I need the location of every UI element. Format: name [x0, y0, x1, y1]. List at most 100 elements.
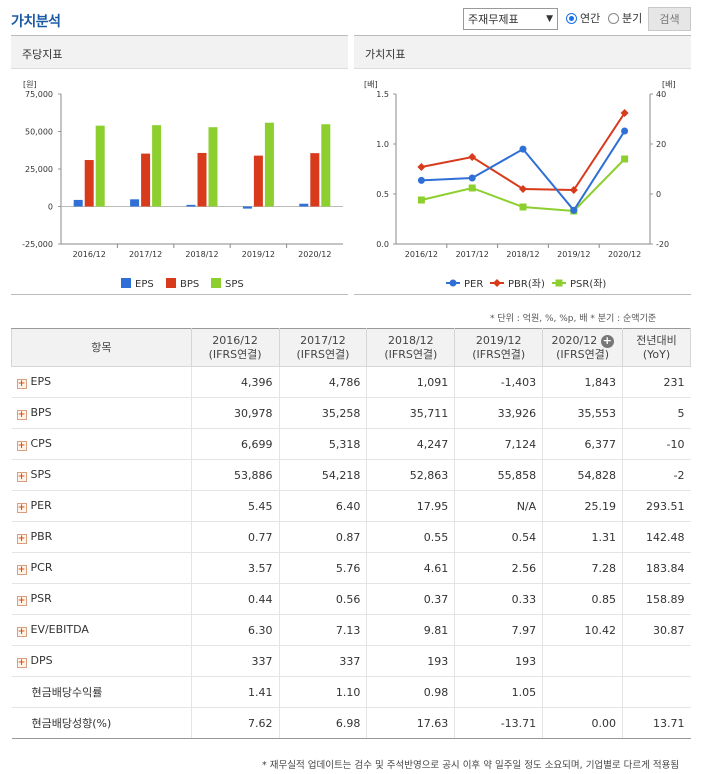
row-label[interactable]: + DPS	[11, 645, 192, 677]
table-cell: 7,124	[454, 428, 543, 460]
bar-bps	[84, 160, 94, 207]
table-cell: 17.95	[366, 490, 455, 522]
expand-plus-icon[interactable]: +	[16, 410, 27, 420]
header-period: 2020/12 + (IFRS연결)	[542, 328, 624, 367]
left-tick-label: 1.5	[376, 90, 389, 99]
expand-plus-icon[interactable]: +	[16, 596, 27, 606]
row-label[interactable]: + PER	[11, 490, 192, 522]
right-tick-label: 20	[656, 140, 666, 149]
bar-bps	[141, 153, 151, 207]
row-label[interactable]: + PSR	[11, 583, 192, 615]
table-cell: 53,886	[190, 459, 280, 491]
radio-annual[interactable]: 연간	[566, 10, 600, 26]
expand-plus-icon[interactable]: +	[16, 658, 27, 668]
row-label[interactable]: + EPS	[11, 366, 192, 398]
right-tick-label: 40	[656, 90, 666, 99]
bar-sps	[264, 122, 274, 207]
statement-type-value: 주재무제표	[468, 13, 519, 26]
row-label[interactable]: + CPS	[11, 428, 192, 460]
bar-eps	[186, 204, 196, 207]
left-tick-label: 0.0	[376, 240, 389, 249]
expand-plus-icon[interactable]: +	[16, 441, 27, 451]
yoy-cell: 5	[622, 397, 691, 429]
table-cell: 30,978	[190, 397, 280, 429]
valuation-table: 항목 2016/12 (IFRS연결) 2017/12 (IFRS연결) 2018/…	[11, 328, 691, 739]
table-row: + PSR 0.44 0.56 0.37 0.33 0.85 158.89	[11, 583, 691, 615]
right-tick-label: 0	[656, 190, 661, 199]
y-tick-label: 25,000	[25, 165, 53, 174]
row-label-text: DPS	[30, 654, 53, 667]
yoy-cell: -10	[622, 428, 691, 460]
table-cell: 33,926	[454, 397, 543, 429]
table-cell: -13.71	[454, 707, 543, 739]
chevron-down-icon: ▼	[546, 14, 553, 24]
table-row: + PCR 3.57 5.76 4.61 2.56 7.28 183.84	[11, 552, 691, 584]
table-cell: 2.56	[454, 552, 543, 584]
table-cell: 193	[454, 645, 543, 677]
table-cell: 1.31	[542, 521, 623, 553]
radio-quarter-label: 분기	[622, 12, 643, 25]
per-share-chart: [원]75,000 50,000 25,000 0 -25,000 2016/12 2017…	[22, 80, 343, 290]
valuation-panel-title: 가치지표	[354, 36, 691, 69]
table-cell: 35,711	[366, 397, 455, 429]
legend-label: SPS	[225, 279, 244, 290]
header-yoy: 전년대비 (YoY)	[622, 328, 691, 367]
expand-plus-icon[interactable]: +	[16, 534, 27, 544]
table-cell: 6.40	[278, 490, 367, 522]
row-label-text: EV/EBITDA	[30, 623, 89, 636]
point-pbr	[468, 153, 477, 161]
table-cell: 4,396	[190, 366, 280, 398]
bar-eps	[299, 203, 309, 207]
x-tick-label: 2016/12	[405, 250, 438, 259]
row-label-text: PCR	[30, 561, 53, 574]
table-cell: N/A	[454, 490, 543, 522]
expand-plus-icon[interactable]: +	[16, 472, 27, 482]
row-label-text: 현금배당수익률	[31, 686, 103, 699]
search-button[interactable]: 검색	[648, 7, 691, 31]
per-share-panel: 주당지표 [원] 75,000 50,000 25,000 0 -25,000 2016/1…	[11, 35, 348, 295]
row-label[interactable]: + SPS	[11, 459, 192, 491]
radio-checked-icon	[566, 12, 577, 24]
bar-bps	[310, 153, 320, 207]
table-cell: 7.62	[190, 707, 280, 739]
unit-note: * 단위 : 억원, %, %p, 배 * 분기 : 순액기준	[490, 314, 657, 324]
table-cell: 6.98	[278, 707, 367, 739]
table-cell: 1,091	[366, 366, 455, 398]
expand-plus-icon[interactable]: +	[16, 627, 27, 637]
radio-quarter[interactable]: 분기	[608, 10, 642, 26]
table-row: + EV/EBITDA 6.30 7.13 9.81 7.97 10.42 30.87	[11, 614, 691, 646]
y-tick-label: 75,000	[25, 90, 53, 99]
table-row: + CPS 6,699 5,318 4,247 7,124 6,377 -10	[11, 428, 691, 460]
y-tick-label: 0	[48, 203, 53, 212]
expand-periods-icon[interactable]: +	[600, 333, 614, 348]
row-label[interactable]: + PBR	[11, 521, 192, 553]
header-period: 2016/12 (IFRS연결)	[190, 328, 280, 367]
table-cell: -1,403	[454, 366, 543, 398]
bar-eps	[130, 199, 140, 207]
statement-type-select[interactable]: 주재무제표 ▼	[463, 8, 558, 30]
row-label[interactable]: + EV/EBITDA	[11, 614, 192, 646]
table-cell: 0.87	[278, 521, 367, 553]
legend-label: EPS	[135, 279, 154, 290]
row-label-text: PSR	[30, 592, 52, 605]
header-period: 2019/12 (IFRS연결)	[454, 328, 544, 367]
expand-plus-icon[interactable]: +	[16, 503, 27, 513]
x-tick-label: 2018/12	[185, 250, 218, 259]
row-label[interactable]: + PCR	[11, 552, 192, 584]
table-cell: 7.28	[542, 552, 623, 584]
expand-plus-icon[interactable]: +	[16, 565, 27, 575]
left-tick-label: 1.0	[376, 140, 389, 149]
x-tick-label: 2016/12	[73, 250, 106, 259]
right-unit-label: [배]	[662, 80, 676, 89]
table-cell: 0.00	[542, 707, 623, 739]
row-label-text: 현금배당성향(%)	[31, 717, 112, 730]
row-label[interactable]: + BPS	[11, 397, 192, 429]
expand-plus-icon[interactable]: +	[16, 379, 27, 389]
bar-sps	[321, 124, 331, 207]
table-row: 현금배당성향(%) 7.62 6.98 17.63 -13.71 0.00 13.71	[11, 707, 691, 739]
point-pbr	[417, 163, 426, 171]
point-psr	[417, 196, 425, 204]
table-cell: 4,786	[278, 366, 367, 398]
right-tick-label: -20	[656, 240, 669, 249]
